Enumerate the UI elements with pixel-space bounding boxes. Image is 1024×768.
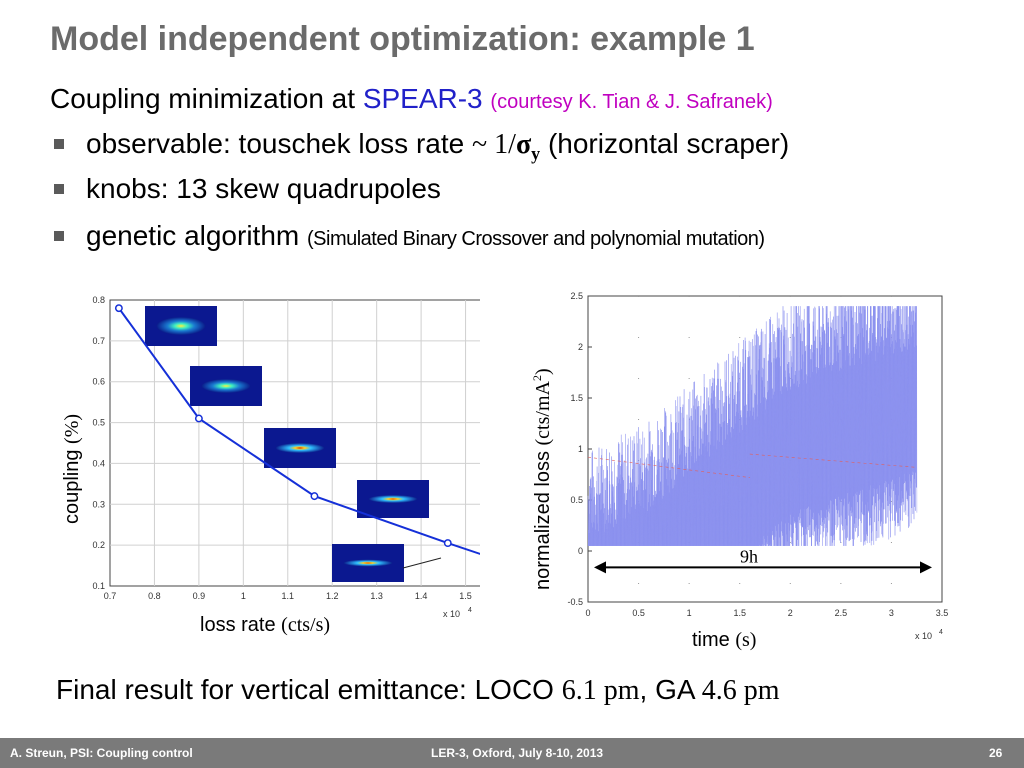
sigma-symbol: σ <box>515 129 532 160</box>
footer-bar: A. Streun, PSI: Coupling control LER-3, … <box>0 738 1024 768</box>
y-tick-label: 0.5 <box>570 495 583 505</box>
y-tick-label: -0.5 <box>567 597 583 607</box>
courtesy-note: (courtesy K. Tian & J. Safranek) <box>490 91 773 113</box>
formula-prefix: ~ 1/ <box>472 129 516 160</box>
sigma-sub: y <box>531 143 541 164</box>
y-tick-label: 2.5 <box>570 291 583 301</box>
beam-spot <box>156 317 206 335</box>
y-tick-label: 0 <box>578 546 583 556</box>
bullet-ga: genetic algorithm (Simulated Binary Cros… <box>86 220 765 252</box>
annotation-arrow <box>402 557 442 569</box>
y-tick-label: 0.3 <box>92 499 105 509</box>
y-tick-label: 0.7 <box>92 336 105 346</box>
bullet-knobs: knobs: 13 skew quadrupoles <box>86 173 441 204</box>
slide-title: Model independent optimization: example … <box>50 20 755 58</box>
x-tick-label: 0.7 <box>104 591 117 601</box>
bullet-observable-text: observable: touschek loss rate <box>86 128 465 159</box>
duration-label: 9h <box>740 546 758 566</box>
ga-value: 4.6 pm <box>701 675 780 706</box>
y-axis-label: normalized loss (cts/mA2) <box>530 368 554 590</box>
bullet-observable-tail: (horizontal scraper) <box>540 128 790 159</box>
data-point <box>114 304 123 313</box>
x-tick-label: 1.2 <box>326 591 339 601</box>
data-point <box>443 539 452 548</box>
duration-arrow-head-right <box>920 561 932 574</box>
trend-line <box>749 453 917 468</box>
bullet-marker <box>54 231 64 241</box>
beam-spot <box>275 443 325 453</box>
loss-signal <box>587 306 918 546</box>
subtitle-line: Coupling minimization at SPEAR-3 (courte… <box>50 83 773 115</box>
y-tick-label: 0.5 <box>92 418 105 428</box>
final-result: Final result for vertical emittance: LOC… <box>56 674 780 707</box>
x-tick-label: 0 <box>585 608 590 618</box>
beam-spot <box>201 379 251 393</box>
beam-spot <box>343 559 393 567</box>
y-tick-label: 2 <box>578 342 583 352</box>
bullet-marker <box>54 184 64 194</box>
bullet-marker <box>54 139 64 149</box>
x-tick-label: 0.5 <box>632 608 645 618</box>
bullet-ga-text: genetic algorithm <box>86 220 300 251</box>
x-tick-label: 0.8 <box>148 591 161 601</box>
x-axis-label: time (s) <box>692 629 756 651</box>
footer-conference: LER-3, Oxford, July 8-10, 2013 <box>431 746 604 760</box>
ga-detail: (Simulated Binary Crossover and polynomi… <box>307 228 765 250</box>
duration-arrow-head-left <box>594 561 606 574</box>
y-tick-label: 1.5 <box>570 393 583 403</box>
x-exponent-power: 4 <box>939 629 943 636</box>
y-tick-label: 0.2 <box>92 540 105 550</box>
y-tick-label: 0.6 <box>92 377 105 387</box>
x-tick-label: 1.4 <box>415 591 428 601</box>
x-tick-label: 1.5 <box>459 591 472 601</box>
footer-author: A. Streun, PSI: Coupling control <box>10 746 193 760</box>
x-tick-label: 1.3 <box>370 591 383 601</box>
data-point <box>194 414 203 423</box>
x-tick-label: 2 <box>788 608 793 618</box>
footer-page-number: 26 <box>989 746 1003 760</box>
x-tick-label: 3.5 <box>936 608 949 618</box>
x-tick-label: 1 <box>241 591 246 601</box>
x-tick-label: 1.1 <box>282 591 295 601</box>
loco-value: 6.1 pm <box>561 675 640 706</box>
x-axis-label: loss rate (cts/s) <box>200 614 330 636</box>
coupling-vs-loss-chart: 0.70.80.911.11.21.31.41.51.60.10.20.30.4… <box>61 295 480 636</box>
x-tick-label: 1.5 <box>733 608 746 618</box>
bullet-observable: observable: touschek loss rate ~ 1/σy (h… <box>86 128 789 165</box>
x-exponent: x 10 <box>443 609 460 619</box>
x-exponent: x 10 <box>915 631 932 641</box>
final-text: Final result for vertical emittance: LOC… <box>56 674 562 705</box>
y-tick-label: 0.8 <box>92 295 105 305</box>
y-axis-label: coupling (%) <box>61 414 83 524</box>
x-tick-label: 1 <box>687 608 692 618</box>
x-tick-label: 3 <box>889 608 894 618</box>
data-point <box>310 492 319 501</box>
x-tick-label: 0.9 <box>193 591 206 601</box>
y-tick-label: 0.4 <box>92 458 105 468</box>
final-mid: , GA <box>639 674 702 705</box>
beam-spot <box>368 495 418 503</box>
y-tick-label: 0.1 <box>92 581 105 591</box>
x-tick-label: 2.5 <box>835 608 848 618</box>
spear-label: SPEAR-3 <box>362 83 483 114</box>
x-exponent-power: 4 <box>468 607 472 614</box>
y-tick-label: 1 <box>578 444 583 454</box>
subtitle-text: Coupling minimization at <box>50 83 363 114</box>
